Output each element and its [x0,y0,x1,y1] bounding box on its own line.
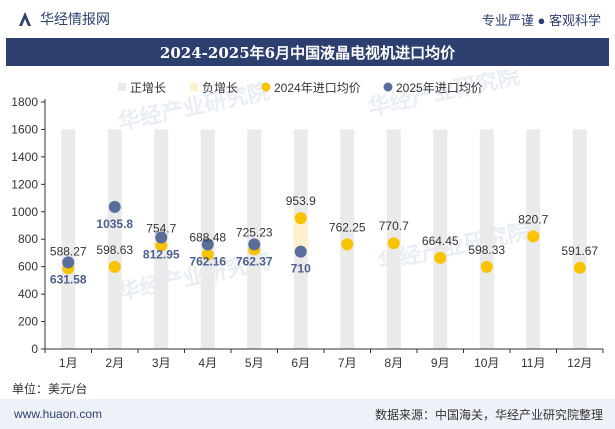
unit-label: 单位：美元/台 [12,382,88,396]
brand: 华经情报网 [16,9,110,29]
footer: www.huaon.com 数据来源：中国海关，华经产业研究院整理 [0,399,615,429]
point-2025 [108,200,121,213]
chart-title: 2024-2025年6月中国液晶电视机进口均价 [159,43,456,62]
label-2025: 631.58 [50,272,87,286]
x-tick-label: 10月 [474,356,499,370]
point-2024 [434,251,447,264]
point-2024 [201,248,214,261]
label-2024: 754.7 [146,221,176,235]
label-2024: 664.45 [422,234,459,248]
label-2024: 588.27 [50,244,87,258]
x-axis: 1月 2月 3月 4月 5月 6月 7月 8月 9月 10月 11月 12月 [44,348,604,370]
label-2024: 820.7 [518,212,548,226]
footer-source: 数据来源：中国海关，华经产业研究院整理 [374,407,603,422]
legend-swatch [383,82,393,92]
growth-bar [433,129,448,349]
brand-name: 华经情报网 [40,11,110,27]
x-tick-label: 4月 [198,356,217,370]
chart-title-bar: 2024-2025年6月中国液晶电视机进口均价 [6,38,609,66]
label-2025: 710 [291,262,311,276]
point-2024 [387,237,400,250]
data-points [62,200,586,275]
point-2025 [62,256,75,269]
y-axis: 0 200 400 600 800 1000 1200 1400 1600 1800 [11,95,46,356]
label-2024: 725.23 [236,225,273,239]
label-2024: 591.67 [561,244,598,258]
legend-label: 正增长 [130,81,166,95]
label-2024: 598.33 [468,243,505,257]
legend-label: 2024年进口均价 [274,81,361,95]
y-tick-label: 600 [18,260,38,274]
legend-swatch [261,82,271,92]
label-2025: 762.37 [236,254,273,268]
x-tick-label: 1月 [59,356,78,370]
growth-bar [61,129,76,349]
growth-bar-negative [293,218,308,252]
x-tick-label: 11月 [521,356,545,370]
point-2024 [573,261,586,274]
point-2025 [155,231,168,244]
logo-icon [19,12,31,26]
x-tick-label: 3月 [152,356,171,370]
x-tick-label: 6月 [291,356,310,370]
label-2024: 688.48 [189,231,226,245]
y-tick-label: 0 [31,342,38,356]
x-tick-label: 7月 [338,356,357,370]
y-tick-label: 200 [18,315,38,329]
growth-bar [572,129,587,349]
growth-bars [61,129,587,349]
growth-bar [107,129,122,349]
legend-swatch [190,83,198,91]
label-2024: 953.9 [286,194,316,208]
label-2024: 762.25 [329,220,366,234]
tagline: 专业严谨 ● 客观科学 [481,12,601,28]
data-labels: 588.27 598.63 754.7 688.48 725.23 953.9 762.25… [50,194,599,286]
label-2025: 812.95 [143,247,180,261]
y-tick-label: 1600 [11,122,38,136]
legend: 正增长 负增长 2024年进口均价 2025年进口均价 [118,81,483,95]
point-2024 [108,260,121,273]
x-tick-label: 2月 [105,356,124,370]
header: 华经情报网 专业严谨 ● 客观科学 [0,0,615,38]
label-2024: 598.63 [96,243,133,257]
label-2025: 1035.8 [96,217,133,231]
point-2025 [201,238,214,251]
legend-label: 2025年进口均价 [396,81,483,95]
x-tick-label: 8月 [384,356,403,370]
point-2024 [294,212,307,225]
y-tick-label: 1400 [11,150,38,164]
y-tick-label: 400 [18,287,38,301]
legend-label: 负增长 [202,81,238,95]
point-2024 [341,238,354,251]
legend-swatch [118,83,126,91]
y-tick-label: 1200 [11,177,38,191]
x-tick-label: 9月 [431,356,450,370]
point-2025 [248,238,261,251]
point-2024 [527,230,540,243]
y-tick-label: 1800 [11,95,38,109]
footer-site: www.huaon.com [14,407,103,421]
x-tick-label: 5月 [245,356,264,370]
label-2025: 762.16 [189,254,226,268]
x-tick-label: 12月 [567,356,592,370]
point-2025 [294,245,307,258]
y-tick-label: 1000 [11,205,38,219]
label-2024: 770.7 [379,219,409,233]
point-2024 [480,260,493,273]
y-tick-label: 800 [18,232,38,246]
growth-bar [479,129,494,349]
